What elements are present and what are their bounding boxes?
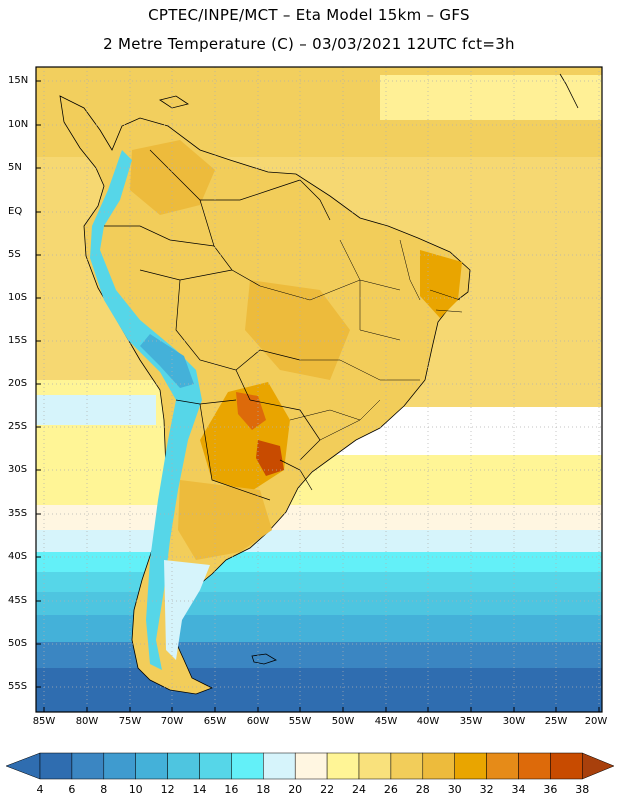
chart-title-line1: CPTEC/INPE/MCT – Eta Model 15km – GFS [148,6,470,24]
legend-label-8: 8 [100,783,108,796]
lat-label-10s: 10S [8,292,28,303]
legend-label-22: 22 [320,783,335,796]
lon-label-80w: 80W [75,716,99,727]
legend-swatch [71,752,105,780]
lon-label-30w: 30W [502,716,526,727]
legend-label-6: 6 [68,783,76,796]
legend-label-30: 30 [447,783,462,796]
map-frame [35,66,603,713]
lon-label-75w: 75W [118,716,142,727]
legend-swatch [103,752,136,780]
lat-label-45s: 45S [8,595,28,606]
legend-swatch [167,752,200,780]
legend-label-26: 26 [383,783,398,796]
lon-label-85w: 85W [32,716,56,727]
hot-spot-corrientes [256,440,284,476]
axis-ticks [36,80,600,712]
legend-swatch [263,752,296,780]
falkland-islands [251,653,277,665]
legend-label-4: 4 [36,783,44,796]
patagonia-cool [164,560,210,660]
legend-label-34: 34 [511,783,526,796]
lat-label-40s: 40S [8,551,28,562]
legend-label-28: 28 [415,783,430,796]
lat-label-25s: 25S [8,421,28,432]
lon-label-60w: 60W [246,716,270,727]
hot-region-argentina [178,480,272,560]
country-borders [104,149,331,501]
lat-label-15n: 15N [8,75,29,86]
hot-region-central [245,280,350,380]
legend-label-20: 20 [288,783,303,796]
legend-swatch [326,752,360,780]
lat-label-eq: EQ [8,206,23,217]
legend-label-14: 14 [192,783,207,796]
lon-label-50w: 50W [331,716,355,727]
legend-swatch [550,752,583,780]
northern-islands [559,73,579,109]
legend-swatch [294,752,328,780]
caribbean-islands [159,95,189,109]
andes-coldest-core [140,334,194,388]
state-borders [259,239,463,441]
legend-arrow-high [582,752,615,780]
lat-label-35s: 35S [8,508,28,519]
lat-label-55s: 55S [8,681,28,692]
lat-label-15s: 15S [8,335,28,346]
lat-label-5s: 5S [8,249,21,260]
lat-label-30s: 30S [8,464,28,475]
legend-swatches [39,752,583,780]
legend-label-32: 32 [479,783,494,796]
legend-label-16: 16 [224,783,239,796]
legend-swatch [39,752,73,780]
legend-arrow-low [5,752,41,780]
lon-label-45w: 45W [374,716,398,727]
legend-swatch [518,752,551,780]
legend-label-18: 18 [256,783,271,796]
legend-label-38: 38 [575,783,590,796]
legend-swatch [486,752,519,780]
hot-region-east [420,250,462,318]
lat-label-20s: 20S [8,378,28,389]
legend-swatch [358,752,392,780]
legend-label-12: 12 [160,783,175,796]
lon-label-20w: 20W [584,716,608,727]
lon-label-70w: 70W [160,716,184,727]
legend-swatch [454,752,487,780]
ocean-band-light-blue [36,530,602,555]
lon-label-25w: 25W [544,716,568,727]
legend-swatch [135,752,168,780]
legend-swatch [199,752,232,780]
chart-title-line2: 2 Metre Temperature (C) – 03/03/2021 12U… [103,35,515,53]
lat-label-50s: 50S [8,638,28,649]
legend-label-24: 24 [352,783,366,796]
lon-label-40w: 40W [416,716,440,727]
legend-label-36: 36 [543,783,558,796]
hot-region-northwest [130,140,215,215]
legend-swatch [231,752,264,780]
andes-cold-ridge [90,150,202,670]
legend-swatch [422,752,455,780]
lon-label-35w: 35W [459,716,483,727]
ocean-band-teal [36,592,602,617]
legend-swatch [390,752,424,780]
lat-label-10n: 10N [8,119,29,130]
lon-label-65w: 65W [203,716,227,727]
legend-label-10: 10 [128,783,143,796]
ocean-band-pale-cream [36,395,156,425]
lat-label-5n: 5N [8,162,22,173]
lon-label-55w: 55W [288,716,312,727]
